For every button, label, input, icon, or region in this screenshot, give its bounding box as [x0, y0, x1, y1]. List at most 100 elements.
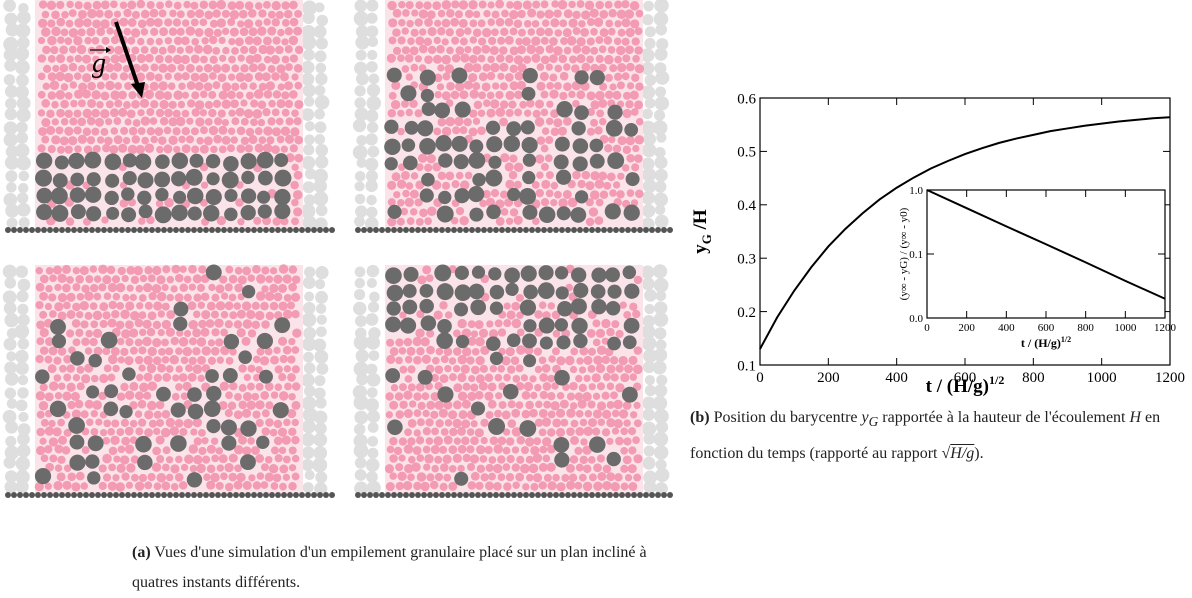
light-grain [622, 91, 632, 100]
light-grain [287, 408, 297, 419]
light-grain [532, 109, 541, 118]
light-grain [55, 90, 66, 100]
wall-grain [15, 469, 30, 485]
light-grain [66, 55, 74, 63]
wall-grain [356, 373, 369, 386]
light-grain [475, 481, 484, 490]
heavy-grain [435, 135, 452, 152]
light-grain [580, 27, 590, 37]
light-grain [199, 90, 208, 99]
light-grain [197, 374, 205, 383]
light-grain [293, 170, 303, 180]
wall-grain [355, 49, 367, 61]
light-grain [35, 300, 44, 310]
base-grain [29, 227, 35, 233]
light-grain [462, 453, 471, 463]
light-grain [49, 274, 57, 283]
wall-grain [643, 480, 657, 494]
wall-grain [14, 46, 30, 61]
x-axis-label: t / (H/g)1/2 [926, 373, 1005, 397]
light-grain [229, 311, 238, 320]
light-grain [504, 72, 514, 82]
light-grain [179, 283, 189, 293]
light-grain [273, 419, 283, 429]
light-grain [529, 408, 538, 418]
heavy-grain [240, 205, 256, 221]
light-grain [496, 54, 505, 63]
wall-grain [367, 422, 379, 433]
base-grain [131, 227, 137, 233]
light-grain [618, 355, 628, 366]
light-grain [606, 472, 616, 482]
wall-grain [365, 398, 380, 412]
light-grain [225, 391, 233, 400]
wall-grain [642, 132, 657, 146]
heavy-grain [434, 102, 451, 119]
light-grain [422, 409, 430, 418]
light-grain [84, 347, 93, 355]
light-grain [74, 54, 83, 63]
heavy-grain [122, 367, 136, 381]
light-grain [37, 90, 46, 99]
light-grain [229, 10, 240, 20]
heavy-grain [384, 157, 398, 171]
light-grain [247, 9, 257, 18]
heavy-grain [173, 301, 189, 317]
light-grain [470, 383, 479, 392]
light-grain [469, 89, 479, 99]
light-grain [176, 27, 185, 36]
light-grain [590, 100, 600, 110]
light-grain [146, 327, 156, 337]
light-grain [497, 36, 506, 45]
wall-grain [653, 11, 669, 27]
wall-grain [16, 73, 29, 87]
wall-grain [17, 423, 31, 436]
light-grain [228, 109, 236, 117]
light-grain [464, 9, 474, 19]
light-grain [107, 481, 117, 491]
wall-grain [641, 191, 656, 205]
light-grain [467, 481, 477, 490]
light-grain [57, 273, 67, 283]
heavy-grain [554, 452, 570, 468]
light-grain [533, 437, 542, 446]
light-grain [502, 446, 511, 455]
heavy-grain [454, 101, 471, 118]
wall-grain [655, 467, 670, 483]
light-grain [281, 55, 290, 64]
light-grain [38, 127, 48, 136]
light-grain [175, 365, 183, 373]
wall-grain [652, 120, 668, 136]
light-grain [453, 437, 462, 445]
wall-grain [313, 191, 329, 207]
light-grain [77, 28, 86, 37]
light-grain [116, 463, 126, 473]
light-grain [387, 198, 396, 207]
heavy-grain [400, 85, 417, 102]
heavy-grain [521, 86, 536, 101]
light-grain [248, 474, 256, 482]
light-grain [76, 44, 87, 55]
light-grain [632, 436, 640, 444]
light-grain [138, 311, 147, 320]
light-grain [107, 318, 117, 328]
base-grain [469, 227, 475, 233]
light-grain [601, 428, 611, 437]
light-grain [475, 355, 485, 366]
heavy-grain [402, 299, 418, 315]
light-grain [208, 90, 217, 99]
light-grain [207, 339, 216, 347]
light-grain [448, 357, 457, 365]
wall-grain [353, 335, 369, 351]
light-grain [47, 54, 56, 63]
light-grain [293, 63, 303, 73]
light-grain [137, 399, 147, 409]
wall-grain [301, 396, 317, 411]
light-grain [71, 319, 81, 328]
light-grain [500, 153, 510, 163]
light-grain [395, 481, 405, 491]
light-grain [291, 472, 300, 481]
light-grain [474, 320, 484, 330]
light-grain [162, 463, 170, 472]
light-grain [598, 45, 607, 54]
